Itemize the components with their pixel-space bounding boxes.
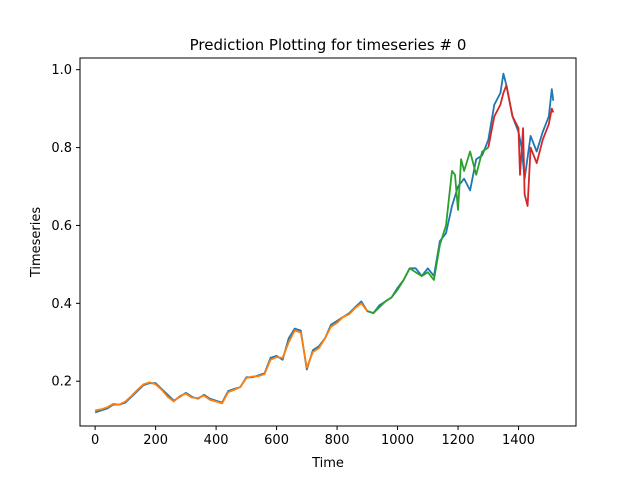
y-tick-label: 0.6 xyxy=(51,219,72,234)
x-tick-label: 1000 xyxy=(381,433,414,448)
x-axis-label: Time xyxy=(311,456,344,471)
y-tick-label: 0.2 xyxy=(51,375,72,390)
x-tick-label: 600 xyxy=(264,433,289,448)
y-axis-label: Timeseries xyxy=(29,207,44,279)
series-line-test-fit xyxy=(487,84,555,207)
x-tick-label: 200 xyxy=(143,433,168,448)
series-line-validation-fit xyxy=(367,146,489,315)
x-axis: 0 200 400 600 800 1000 1200 1400 xyxy=(91,426,535,448)
x-tick-label: 1400 xyxy=(502,433,535,448)
x-tick-label: 400 xyxy=(204,433,229,448)
y-tick-label: 0.4 xyxy=(51,297,72,312)
x-tick-label: 0 xyxy=(91,433,99,448)
y-tick-label: 0.8 xyxy=(51,141,72,156)
y-axis: 0.2 0.4 0.6 0.8 1.0 xyxy=(51,63,80,390)
x-tick-label: 800 xyxy=(325,433,350,448)
chart-title: Prediction Plotting for timeseries # 0 xyxy=(190,36,467,54)
series-group xyxy=(94,72,555,414)
series-line-train-fit xyxy=(94,302,369,412)
y-tick-label: 1.0 xyxy=(51,63,72,78)
x-tick-label: 1200 xyxy=(442,433,475,448)
plot-frame xyxy=(79,57,577,427)
